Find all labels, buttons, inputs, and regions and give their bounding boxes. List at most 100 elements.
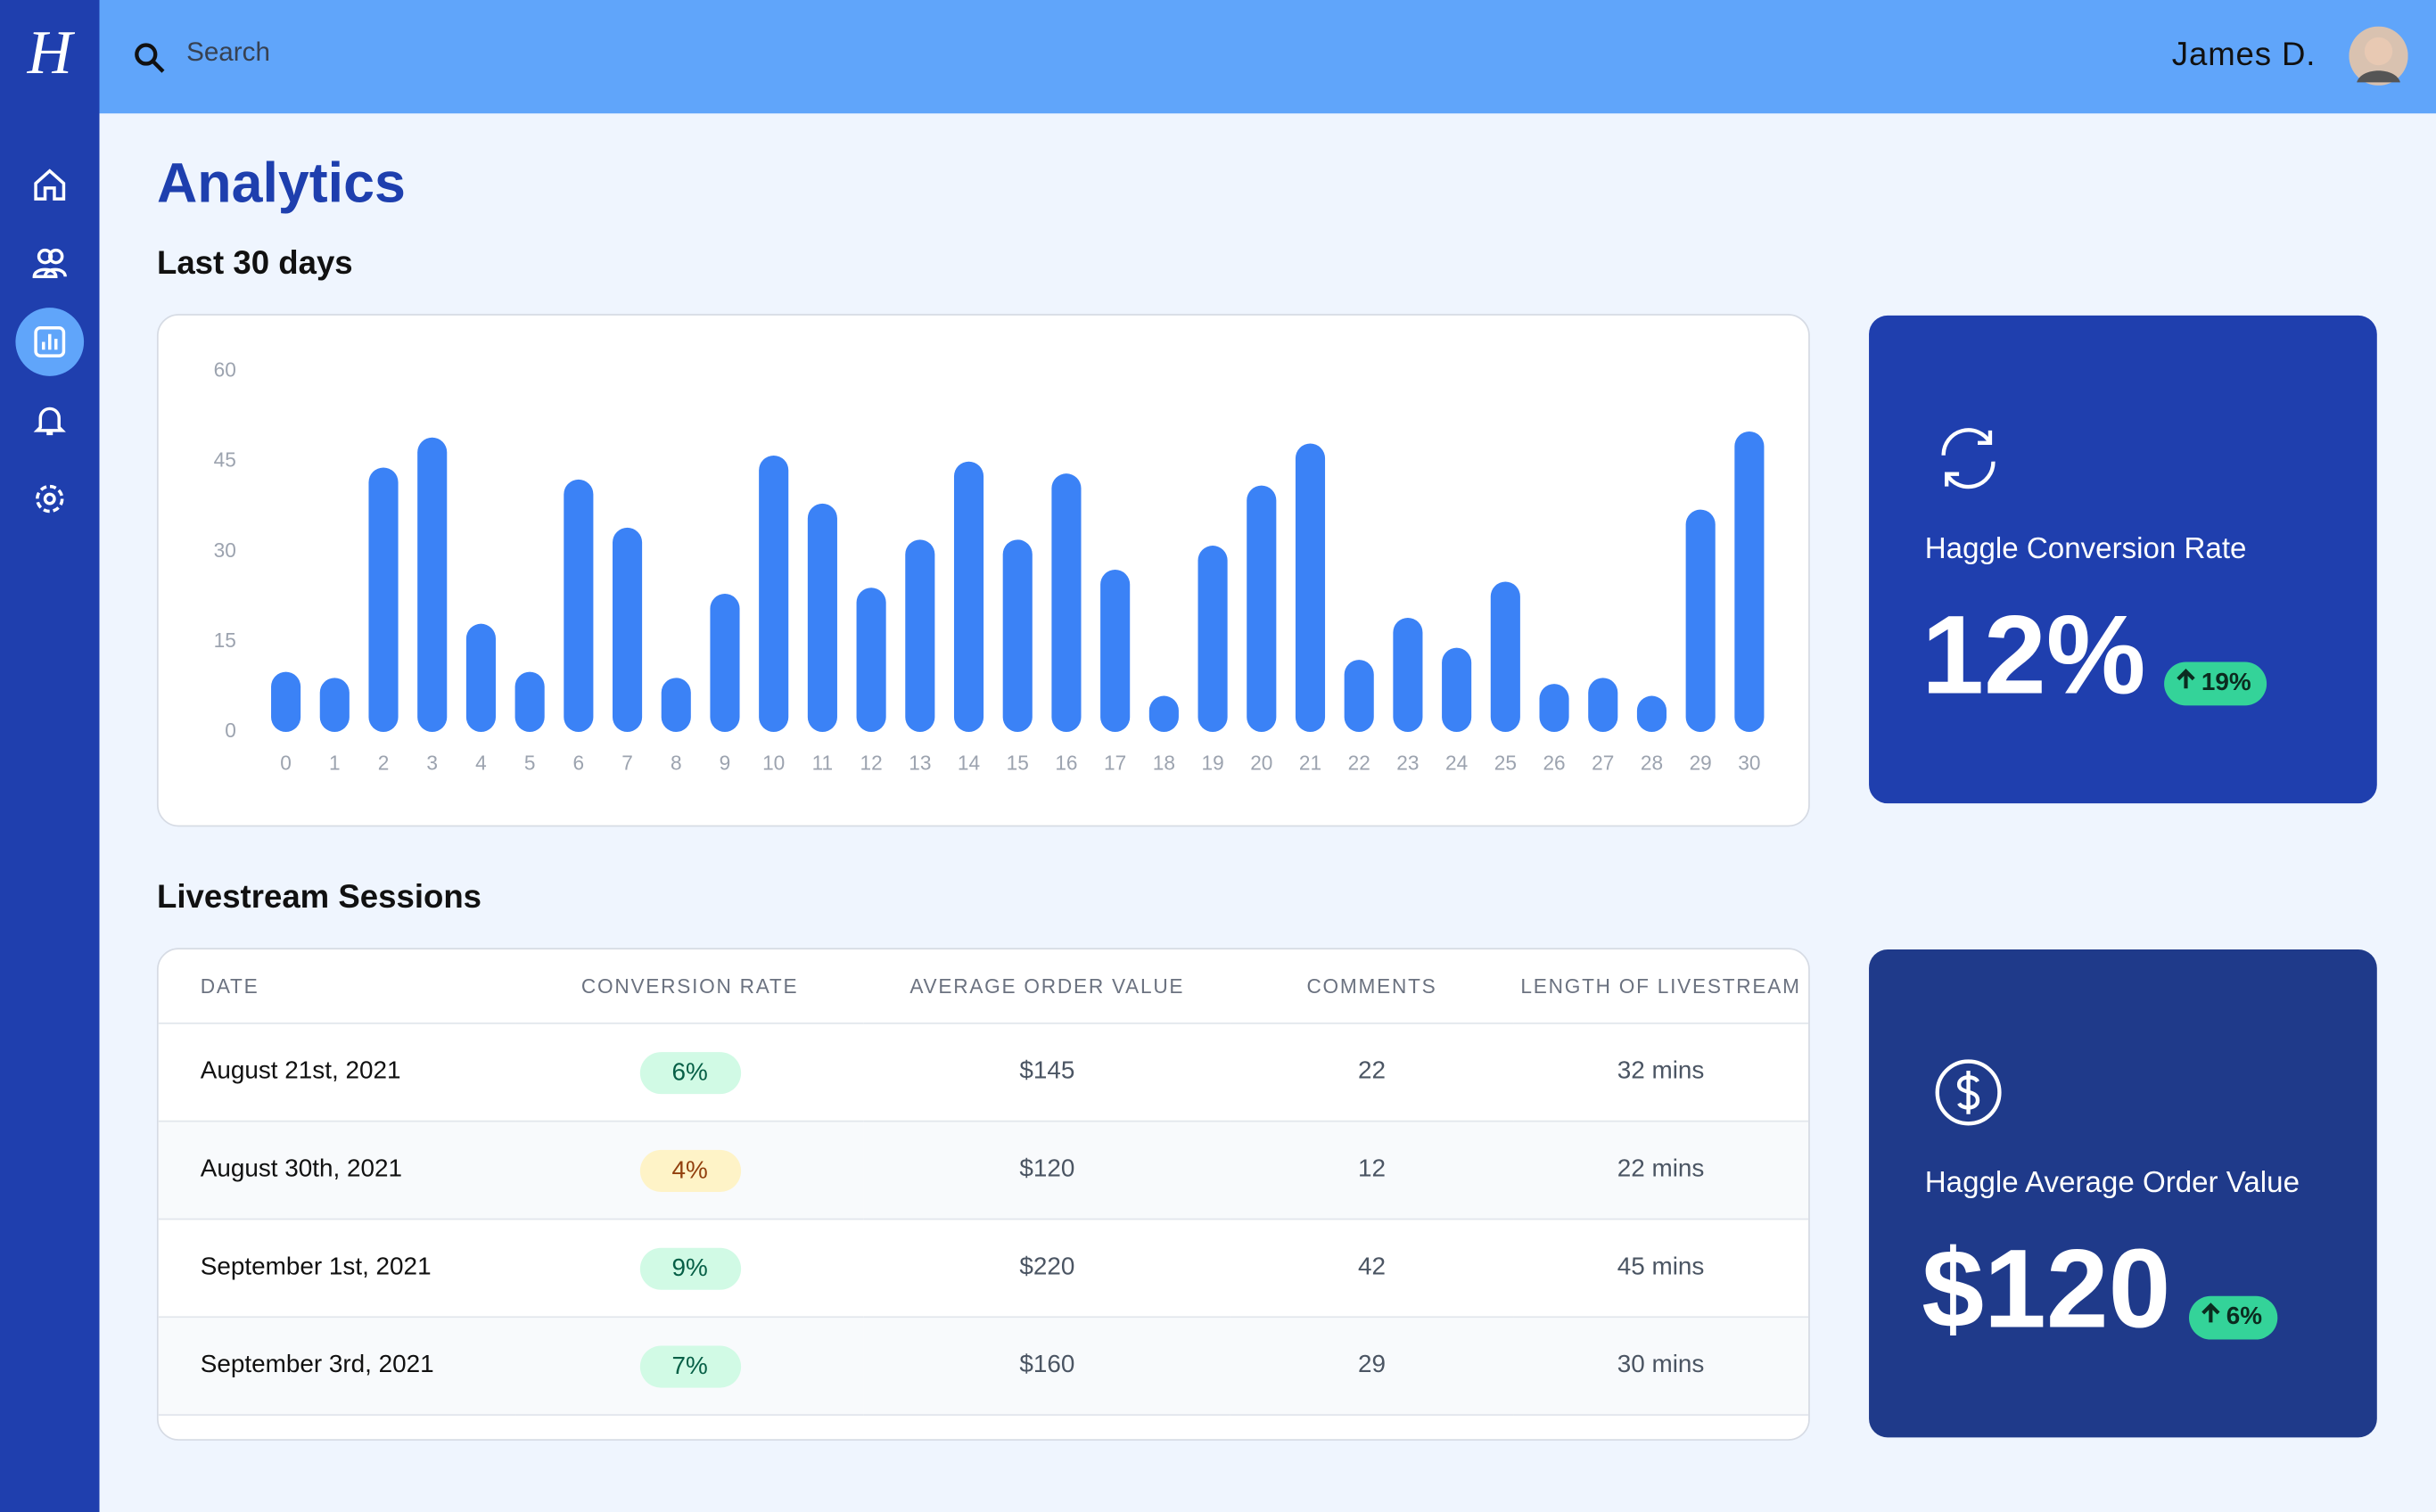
- users-icon: [32, 248, 67, 279]
- column-header: DATE: [158, 949, 516, 1024]
- table-row[interactable]: August 30th, 2021 4% $120 12 22 mins: [158, 1121, 1809, 1220]
- table-cell: 31: [1230, 1415, 1514, 1440]
- table-cell: September 3rd, 2021: [158, 1317, 516, 1416]
- column-header: CONVERSION RATE: [515, 949, 864, 1024]
- nav-settings[interactable]: [15, 464, 84, 533]
- bar: [807, 503, 837, 733]
- bar: [319, 678, 350, 733]
- rate-badge: 9%: [638, 1246, 741, 1289]
- bar: [759, 455, 789, 733]
- search-input[interactable]: Search: [186, 37, 270, 67]
- rate-badge: 4%: [638, 1149, 741, 1192]
- table-cell: $160: [863, 1317, 1230, 1416]
- table-row[interactable]: September 1st, 2021 9% $220 42 45 mins: [158, 1219, 1809, 1319]
- x-tick-label: 6: [573, 752, 585, 775]
- kpi-change-badge: 19%: [2164, 662, 2267, 706]
- nav-home[interactable]: [15, 151, 84, 219]
- nav-notifications[interactable]: [15, 385, 84, 454]
- x-tick-label: 21: [1299, 752, 1321, 775]
- table-cell: 4%: [515, 1121, 864, 1220]
- avatar[interactable]: [2349, 26, 2408, 86]
- kpi-label: Haggle Conversion Rate: [1924, 532, 2247, 566]
- kpi-card: Haggle Average Order Value $120 6%: [1869, 949, 2377, 1438]
- refresh-icon: [1941, 428, 1996, 489]
- table-cell: August 30th, 2021: [158, 1121, 516, 1220]
- table-heading: Livestream Sessions: [156, 879, 482, 916]
- x-tick-label: 11: [812, 752, 834, 775]
- y-tick-label: 60: [214, 358, 236, 382]
- x-tick-label: 14: [958, 752, 980, 775]
- table-card: DATE CONVERSION RATE AVERAGE ORDER VALUE CO…: [156, 948, 1810, 1441]
- user-name[interactable]: James D.: [2171, 37, 2317, 73]
- bell-icon: [33, 407, 66, 436]
- nav-users[interactable]: [15, 228, 84, 297]
- table-cell: 30 mins: [1513, 1415, 1809, 1440]
- x-tick-label: 17: [1104, 752, 1126, 775]
- x-tick-label: 7: [621, 752, 633, 775]
- kpi-change: 19%: [2201, 670, 2251, 696]
- x-tick-label: 27: [1592, 752, 1614, 775]
- bar: [1685, 509, 1716, 733]
- page-title: Analytics: [156, 151, 406, 215]
- x-tick-label: 22: [1348, 752, 1370, 775]
- x-tick-label: 8: [671, 752, 682, 775]
- x-tick-label: 3: [426, 752, 438, 775]
- x-tick-label: 26: [1543, 752, 1565, 775]
- bar: [1051, 473, 1082, 733]
- y-tick-label: 0: [225, 719, 236, 742]
- bar: [710, 593, 740, 733]
- x-tick-label: 15: [1007, 752, 1029, 775]
- bar: [856, 588, 886, 733]
- x-tick-label: 5: [524, 752, 536, 775]
- x-tick-label: 12: [860, 752, 883, 775]
- x-tick-label: 9: [720, 752, 731, 775]
- bar: [1344, 660, 1374, 733]
- table-cell: August 21st, 2021: [158, 1023, 516, 1122]
- x-tick-label: 20: [1250, 752, 1272, 775]
- chart-card: 0 15 30 45 60 0 1 2 3 4 5 6 7 8 9 10 11 12 13 14 15 16 17 18 19 2…: [156, 314, 1810, 827]
- x-tick-label: 25: [1494, 752, 1517, 775]
- bar: [1734, 431, 1765, 733]
- sessions-table: DATE CONVERSION RATE AVERAGE ORDER VALUE CO…: [158, 949, 1809, 1440]
- kpi-value: 12%: [1922, 593, 2146, 719]
- x-tick-label: 1: [329, 752, 341, 775]
- nav-analytics[interactable]: [15, 308, 85, 376]
- bar: [465, 623, 496, 733]
- chart-heading: Last 30 days: [156, 245, 353, 282]
- rate-badge: 7%: [638, 1344, 741, 1387]
- table-body: August 21st, 2021 6% $145 22 32 mins August 3…: [158, 1023, 1809, 1440]
- table-cell: 22: [1230, 1023, 1514, 1122]
- bar: [564, 479, 594, 733]
- table-cell: 7%: [515, 1317, 864, 1416]
- home-icon: [34, 168, 66, 201]
- search-icon: [135, 43, 165, 73]
- table-cell: 9%: [515, 1219, 864, 1319]
- table-cell: September 1st, 2021: [158, 1219, 516, 1319]
- bar: [1247, 485, 1277, 733]
- bar: [1588, 678, 1618, 733]
- column-header: LENGTH OF LIVESTREAM: [1513, 949, 1809, 1024]
- table-row[interactable]: August 21st, 2021 6% $145 22 32 mins: [158, 1023, 1809, 1122]
- table-cell: 45 mins: [1513, 1219, 1809, 1319]
- table-cell: 32 mins: [1513, 1023, 1809, 1122]
- kpi-label: Haggle Average Order Value: [1924, 1167, 2300, 1200]
- settings-icon: [36, 484, 64, 514]
- bar: [1636, 695, 1667, 733]
- kpi-value: $120: [1922, 1228, 2171, 1352]
- table-cell: $220: [863, 1219, 1230, 1319]
- table-header: DATE CONVERSION RATE AVERAGE ORDER VALUE CO…: [158, 949, 1809, 1024]
- x-tick-label: 2: [378, 752, 390, 775]
- table-row[interactable]: September 3rd, 2021 7% $160 29 30 mins: [158, 1317, 1809, 1416]
- x-tick-label: 18: [1153, 752, 1175, 775]
- x-tick-label: 29: [1690, 752, 1712, 775]
- table-cell: $145: [863, 1023, 1230, 1122]
- table-cell: 6%: [515, 1023, 864, 1122]
- bar: [1197, 546, 1228, 733]
- bar: [1002, 539, 1033, 733]
- table-row[interactable]: September 17th, 202127%$2003130 mins: [158, 1415, 1809, 1440]
- logo[interactable]: H: [27, 17, 72, 87]
- bar: [514, 671, 545, 733]
